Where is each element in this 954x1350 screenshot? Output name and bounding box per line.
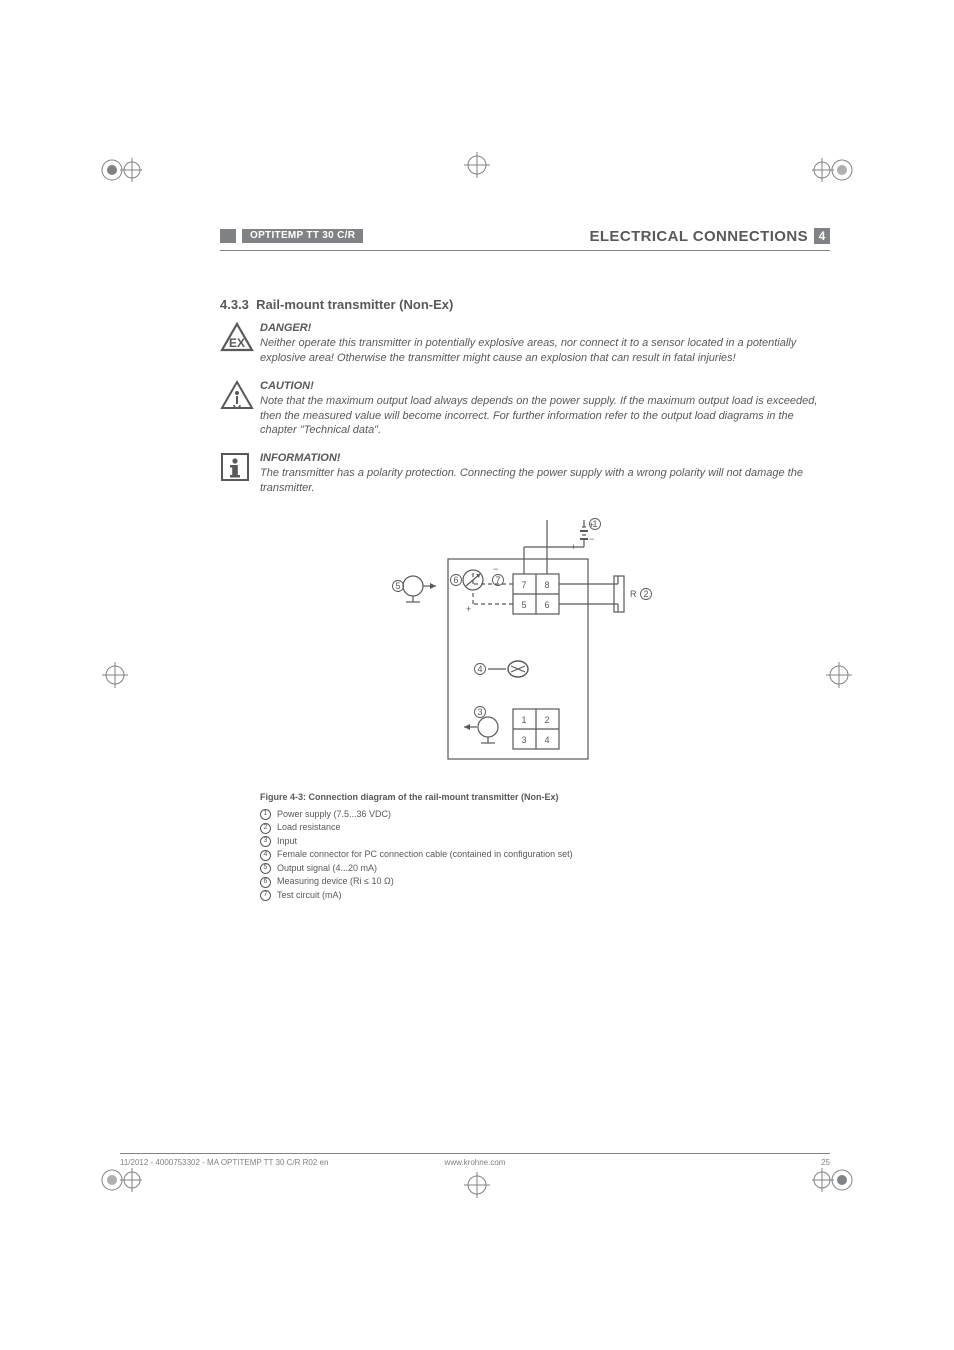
info-icon (220, 452, 250, 482)
danger-label: DANGER! (260, 322, 830, 334)
danger-icon: EX (220, 322, 254, 352)
legend-item: 5Output signal (4...20 mA) (260, 862, 830, 876)
crop-mark (464, 1172, 490, 1198)
crop-mark (98, 148, 142, 192)
svg-text:6: 6 (544, 600, 549, 610)
info-label: INFORMATION! (260, 452, 830, 464)
svg-text:1: 1 (592, 519, 597, 529)
footer-left: 11/2012 - 4000753302 - MA OPTITEMP TT 30… (120, 1158, 328, 1167)
svg-text:7: 7 (521, 580, 526, 590)
figure-legend: 1Power supply (7.5...36 VDC) 2Load resis… (260, 808, 830, 903)
svg-text:+: + (571, 542, 576, 552)
legend-item: 1Power supply (7.5...36 VDC) (260, 808, 830, 822)
header-stub (220, 229, 236, 243)
product-name: OPTITEMP TT 30 C/R (242, 229, 363, 243)
info-text: The transmitter has a polarity protectio… (260, 466, 830, 496)
svg-text:+: + (466, 604, 471, 614)
svg-text:5: 5 (395, 581, 400, 591)
caution-text: Note that the maximum output load always… (260, 394, 830, 439)
svg-text:6: 6 (453, 575, 458, 585)
svg-text:3: 3 (477, 707, 482, 717)
svg-text:3: 3 (521, 735, 526, 745)
svg-text:−: − (589, 534, 594, 544)
footer-url: www.krohne.com (445, 1158, 506, 1167)
danger-text: Neither operate this transmitter in pote… (260, 336, 830, 366)
legend-item: 2Load resistance (260, 821, 830, 835)
svg-text:8: 8 (544, 580, 549, 590)
chapter-title: ELECTRICAL CONNECTIONS (589, 228, 808, 245)
connection-diagram: 7 8 5 6 1 2 3 4 (220, 514, 830, 784)
section-heading: 4.3.3 Rail-mount transmitter (Non-Ex) (220, 297, 830, 312)
info-block: INFORMATION! The transmitter has a polar… (220, 452, 830, 496)
svg-text:7: 7 (495, 575, 500, 585)
svg-text:4: 4 (544, 735, 549, 745)
danger-block: EX DANGER! Neither operate this transmit… (220, 322, 830, 366)
header-rule (220, 250, 830, 251)
svg-text:2: 2 (544, 715, 549, 725)
legend-item: 7Test circuit (mA) (260, 889, 830, 903)
crop-mark (102, 662, 128, 688)
page-footer: 11/2012 - 4000753302 - MA OPTITEMP TT 30… (120, 1153, 830, 1167)
chapter-number: 4 (814, 228, 830, 244)
legend-item: 4Female connector for PC connection cabl… (260, 848, 830, 862)
svg-text:−: − (493, 564, 498, 574)
legend-item: 3Input (260, 835, 830, 849)
svg-text:EX: EX (229, 336, 245, 350)
svg-text:R: R (630, 589, 637, 599)
crop-mark (464, 152, 490, 178)
caution-icon (220, 380, 254, 410)
page-number: 25 (821, 1158, 830, 1167)
svg-text:4: 4 (477, 664, 482, 674)
svg-text:2: 2 (643, 589, 648, 599)
crop-mark (812, 148, 856, 192)
legend-item: 6Measuring device (Ri ≤ 10 Ω) (260, 875, 830, 889)
page-header: OPTITEMP TT 30 C/R ELECTRICAL CONNECTION… (220, 228, 830, 244)
svg-text:5: 5 (521, 600, 526, 610)
svg-text:1: 1 (521, 715, 526, 725)
figure-caption: Figure 4-3: Connection diagram of the ra… (260, 792, 830, 802)
caution-label: CAUTION! (260, 380, 830, 392)
caution-block: CAUTION! Note that the maximum output lo… (220, 380, 830, 439)
